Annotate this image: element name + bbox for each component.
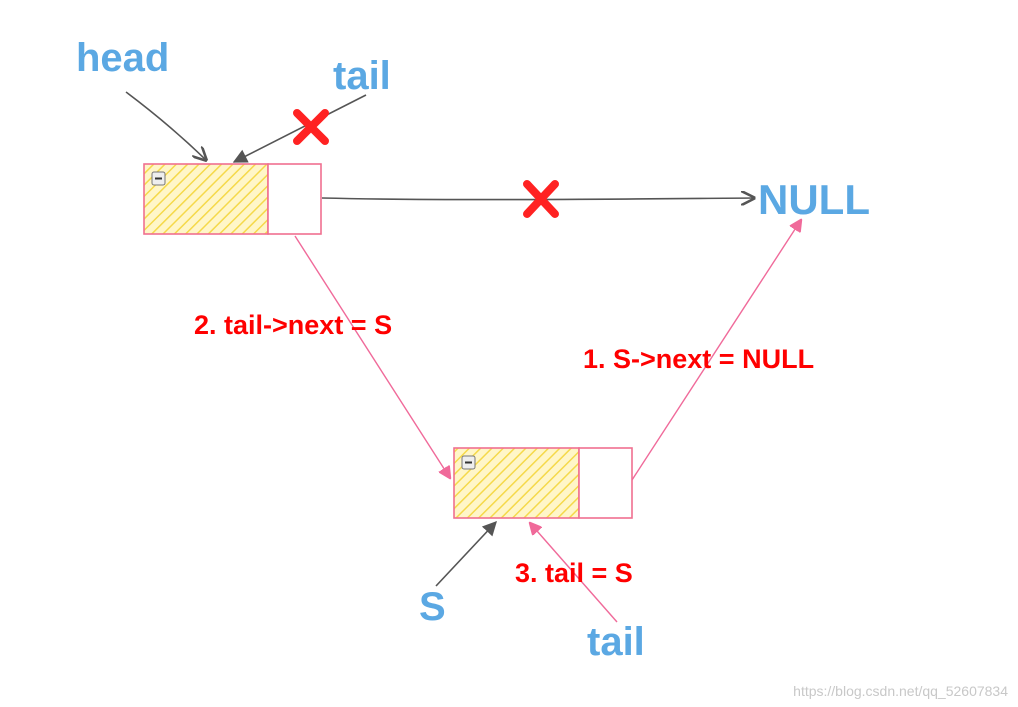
step1-arrow [631,220,801,481]
null-label: NULL [758,176,870,223]
tail-bottom-arrow [530,523,618,623]
node-s-next [578,447,633,519]
tail-top-label: tail [333,54,391,98]
head-label: head [76,36,169,80]
s-arrow [435,520,497,587]
step3-label: 3. tail = S [515,558,633,588]
minus-box-icon [151,171,166,186]
s-label: S [419,585,446,629]
minus-box-icon [461,455,476,470]
node-s [453,447,633,519]
node-top-next [267,163,322,235]
cross-mark-tail [293,109,329,145]
head-arrow [125,91,206,160]
cross-mark-next [523,180,559,218]
step2-label: 2. tail->next = S [194,310,392,340]
node-top [143,163,322,235]
step1-label: 1. S->next = NULL [583,344,814,374]
tail-bottom-label: tail [587,620,645,664]
tail-top-arrow [232,94,367,163]
watermark: https://blog.csdn.net/qq_52607834 [793,683,1008,699]
step2-arrow [294,235,450,478]
